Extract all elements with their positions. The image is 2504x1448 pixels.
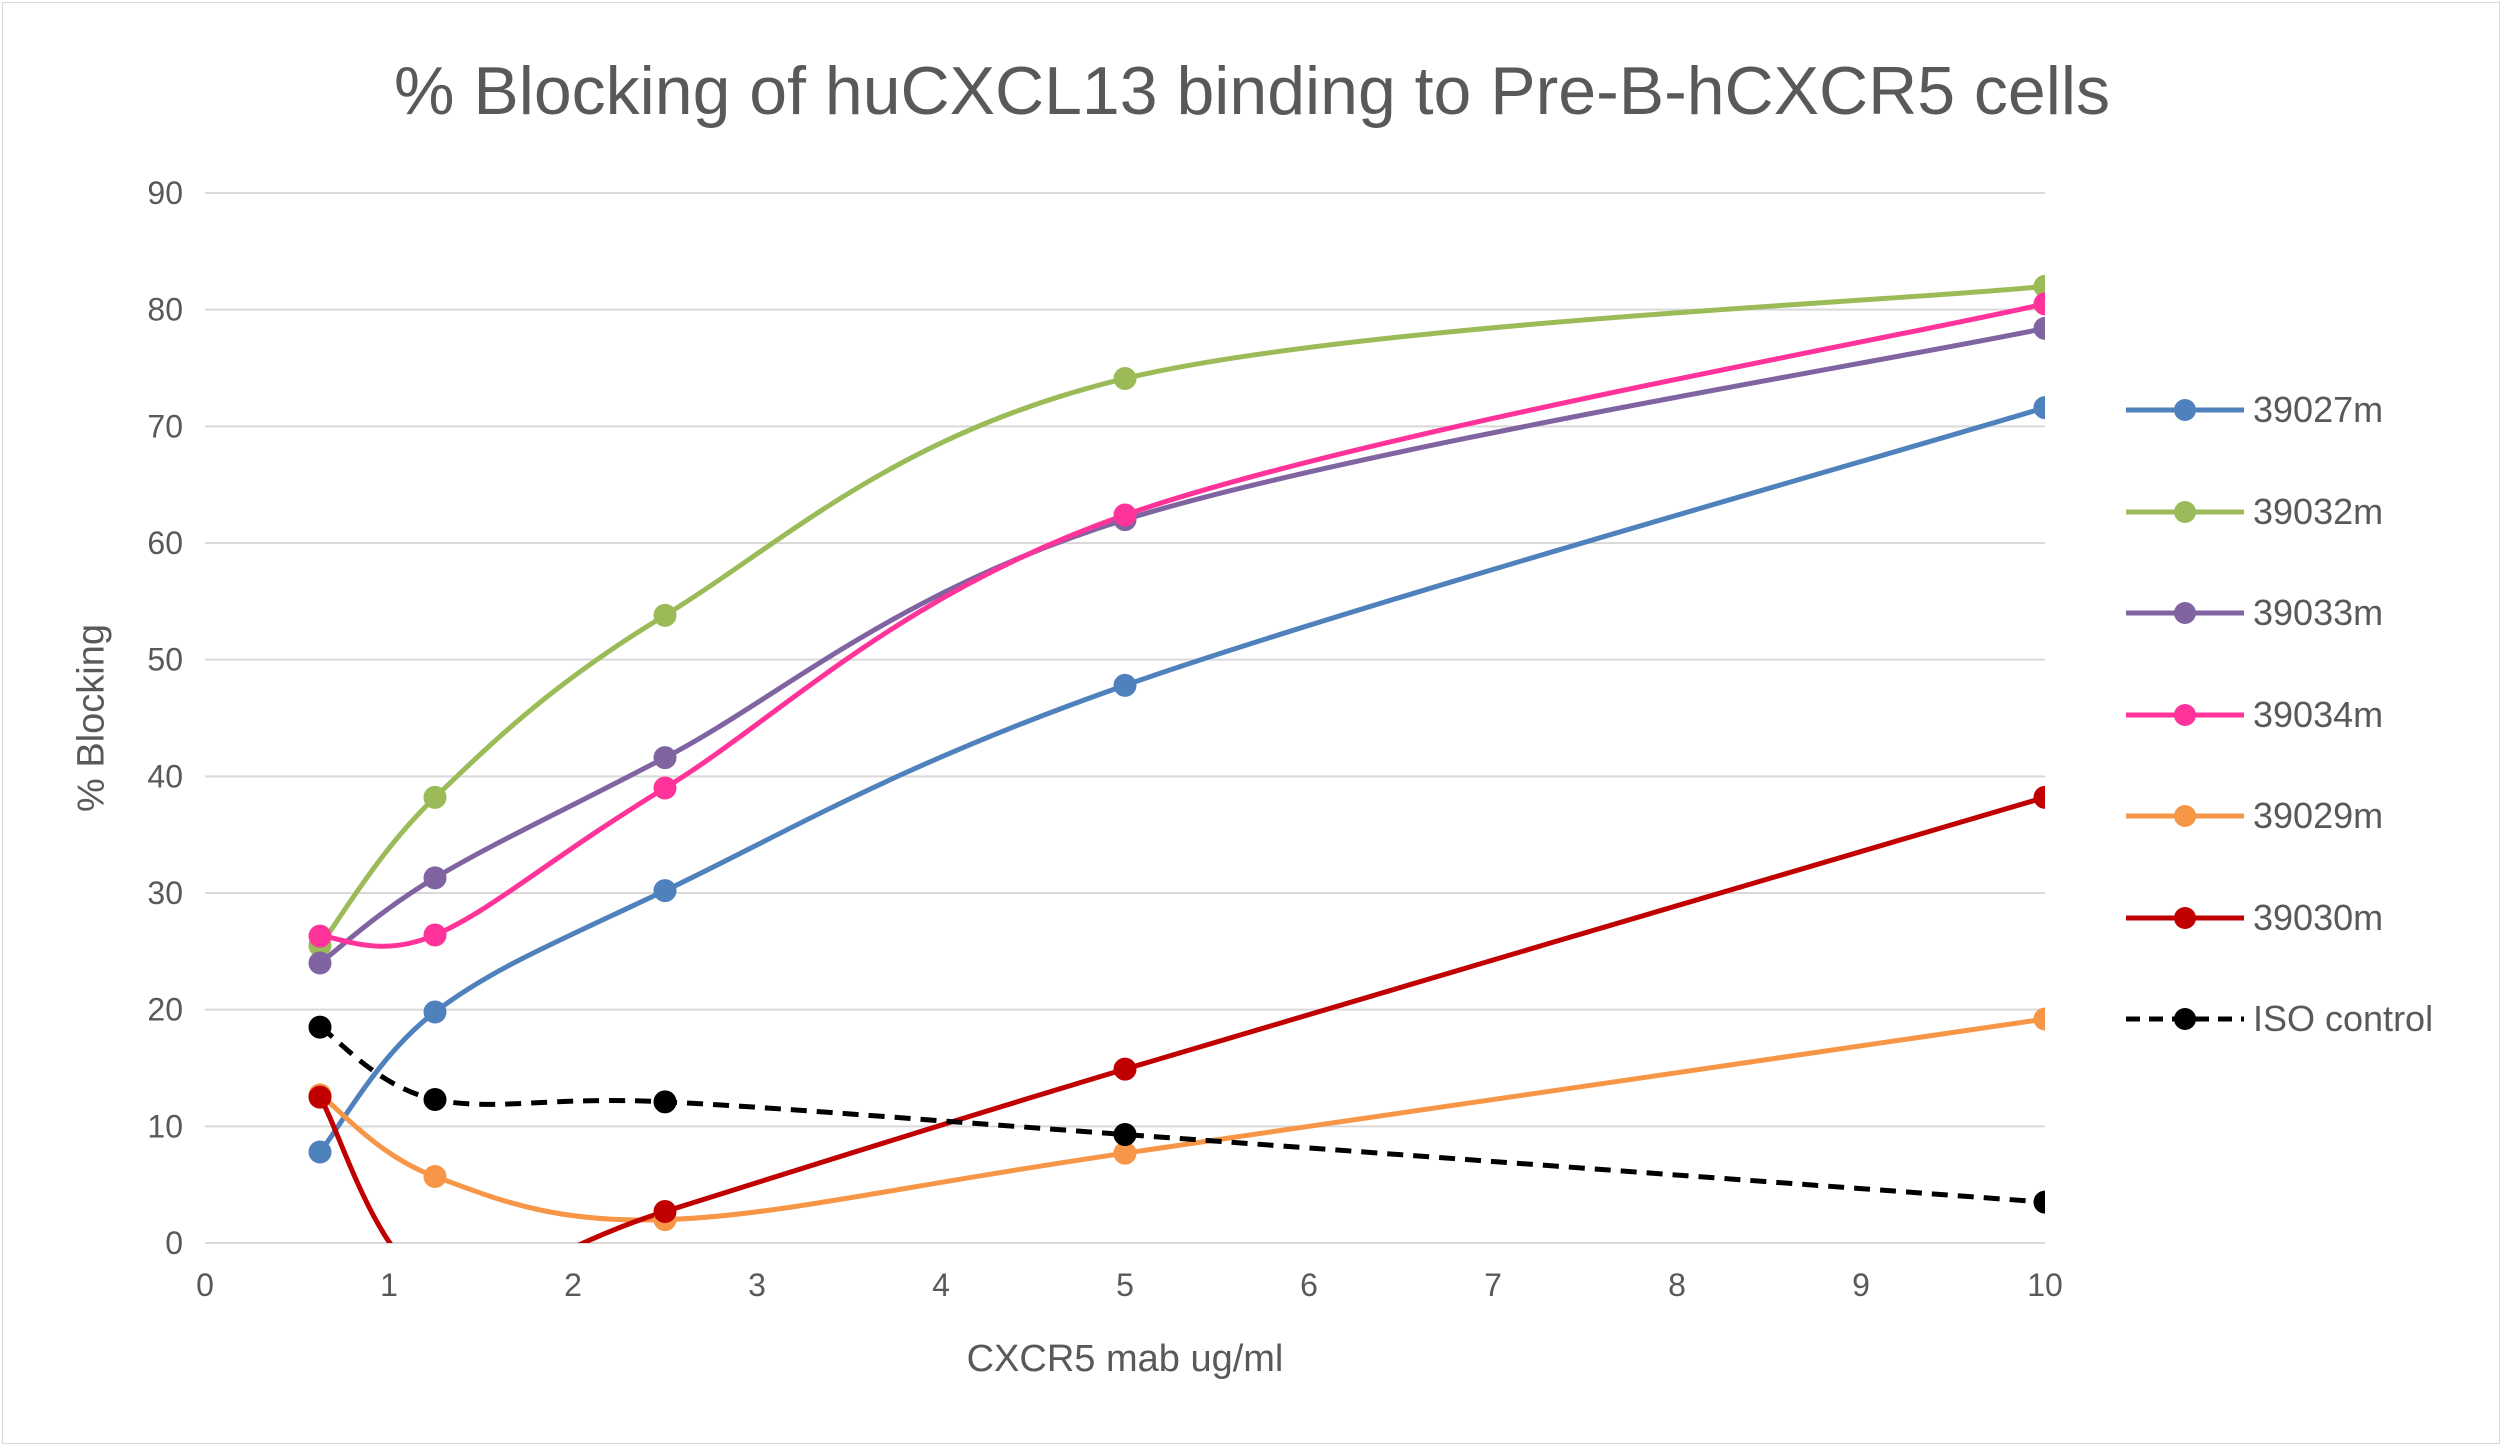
x-tick-label: 9 xyxy=(1852,1267,1870,1303)
series-line-39030m xyxy=(317,794,2045,1243)
legend-swatch xyxy=(2126,805,2244,827)
data-point xyxy=(653,1200,677,1223)
y-tick-label: 20 xyxy=(147,992,183,1028)
x-tick-label: 7 xyxy=(1484,1267,1502,1303)
legend-item: 39027m xyxy=(2115,385,2495,435)
data-point xyxy=(1113,503,1137,527)
legend-label: 39033m xyxy=(2253,592,2384,633)
data-point xyxy=(2033,396,2045,420)
data-point xyxy=(423,866,447,890)
data-point xyxy=(1113,673,1137,697)
x-tick-label: 0 xyxy=(196,1267,214,1303)
legend-item: ISO control xyxy=(2115,994,2495,1044)
data-point xyxy=(653,1090,677,1114)
legend-label: ISO control xyxy=(2253,998,2434,1039)
series-line-39034m xyxy=(317,301,2045,949)
legend-swatch xyxy=(2126,399,2244,421)
legend-item: 39033m xyxy=(2115,588,2495,638)
legend-swatch xyxy=(2126,906,2244,929)
legend-swatch xyxy=(2126,500,2244,523)
legend-label: 39030m xyxy=(2253,896,2384,938)
data-point xyxy=(653,746,677,770)
x-tick-label: 1 xyxy=(380,1267,398,1303)
y-tick-label: 30 xyxy=(147,875,183,911)
x-tick-label: 10 xyxy=(2027,1267,2063,1303)
y-tick-label: 70 xyxy=(147,408,183,444)
series-line-39029m xyxy=(317,1016,2045,1223)
legend-label: 39032m xyxy=(2253,490,2384,532)
data-point xyxy=(308,924,332,948)
x-tick-label: 3 xyxy=(748,1267,766,1303)
data-point xyxy=(308,1140,332,1164)
x-tick-label: 4 xyxy=(932,1267,950,1303)
data-point xyxy=(308,1015,332,1039)
chart-title: % Blocking of huCXCL13 binding to Pre-B-… xyxy=(394,53,2110,129)
data-point xyxy=(2033,274,2045,298)
data-point xyxy=(2033,292,2045,316)
legend-item: 39032m xyxy=(2115,487,2495,537)
legend-item: 39034m xyxy=(2115,690,2495,740)
data-point xyxy=(423,785,447,809)
series-line-39027m xyxy=(317,405,2045,1155)
legend-item: 39029m xyxy=(2115,791,2495,841)
y-tick-label: 80 xyxy=(147,292,183,328)
data-point xyxy=(653,603,677,627)
data-point xyxy=(423,923,447,947)
legend-swatch xyxy=(2126,1008,2244,1030)
legend-item: 39030m xyxy=(2115,893,2495,943)
data-point xyxy=(2033,316,2045,340)
data-point xyxy=(1113,367,1137,390)
x-axis-title: CXCR5 mab ug/ml xyxy=(966,1338,1284,1380)
data-point xyxy=(423,1000,447,1024)
series-line-39033m xyxy=(317,325,2045,966)
data-point xyxy=(308,951,332,975)
y-tick-label: 50 xyxy=(147,642,183,678)
legend-label: 39029m xyxy=(2253,795,2384,836)
data-point xyxy=(308,1085,332,1109)
legend-swatch xyxy=(2126,602,2244,624)
data-point xyxy=(1113,1057,1137,1081)
legend-label: 39027m xyxy=(2253,389,2384,430)
data-point xyxy=(423,1088,447,1111)
x-tick-label: 5 xyxy=(1116,1267,1134,1303)
y-tick-label: 60 xyxy=(147,525,183,561)
y-tick-label: 10 xyxy=(147,1108,183,1144)
legend-swatch xyxy=(2126,703,2244,726)
y-tick-label: 40 xyxy=(147,758,183,794)
data-point xyxy=(653,879,677,903)
y-tick-label: 0 xyxy=(165,1225,183,1261)
data-point xyxy=(423,1165,447,1188)
x-tick-label: 2 xyxy=(564,1267,582,1303)
y-tick-label: 90 xyxy=(147,175,183,211)
data-point xyxy=(2033,785,2045,809)
data-point xyxy=(2033,1190,2045,1214)
x-tick-label: 8 xyxy=(1668,1267,1686,1303)
data-point xyxy=(1113,1123,1137,1146)
data-point xyxy=(2033,1007,2045,1031)
x-tick-label: 6 xyxy=(1300,1267,1318,1303)
data-point xyxy=(653,776,677,800)
legend-label: 39034m xyxy=(2253,693,2384,735)
